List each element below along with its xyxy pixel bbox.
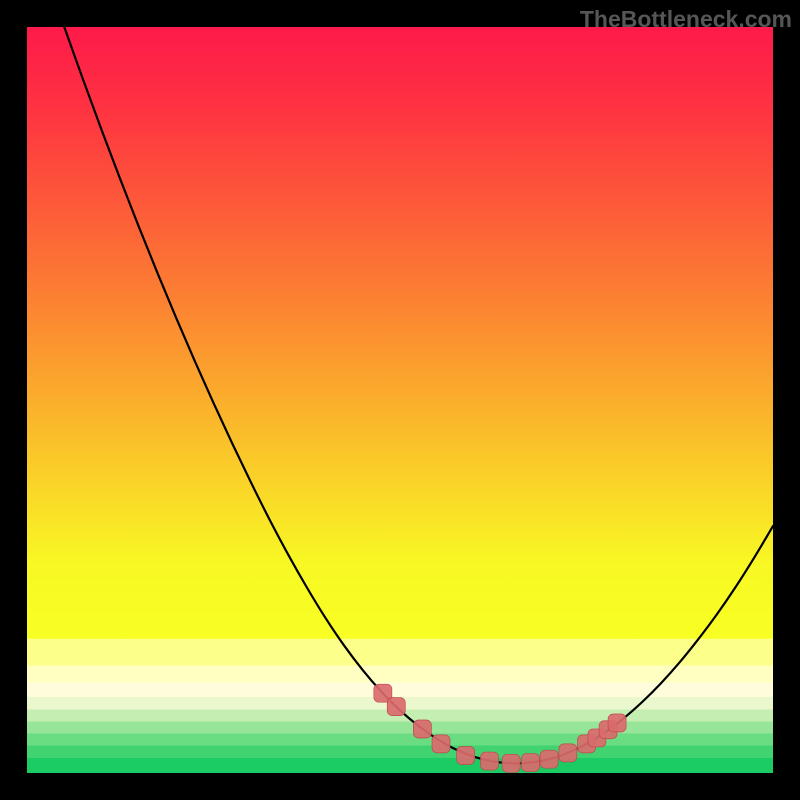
plot-area	[27, 27, 773, 773]
curve-marker	[413, 720, 431, 738]
curve-marker	[432, 735, 450, 753]
curve-marker	[540, 750, 558, 768]
chart-frame: TheBottleneck.com	[0, 0, 800, 800]
curve-marker	[457, 746, 475, 764]
gradient-background	[27, 27, 773, 773]
bottleneck-chart	[27, 27, 773, 773]
curve-marker	[481, 752, 499, 770]
curve-marker	[387, 698, 405, 716]
watermark-label: TheBottleneck.com	[580, 6, 792, 33]
curve-marker	[502, 754, 520, 772]
curve-marker	[559, 744, 577, 762]
curve-marker	[522, 754, 540, 772]
curve-marker	[608, 714, 626, 732]
